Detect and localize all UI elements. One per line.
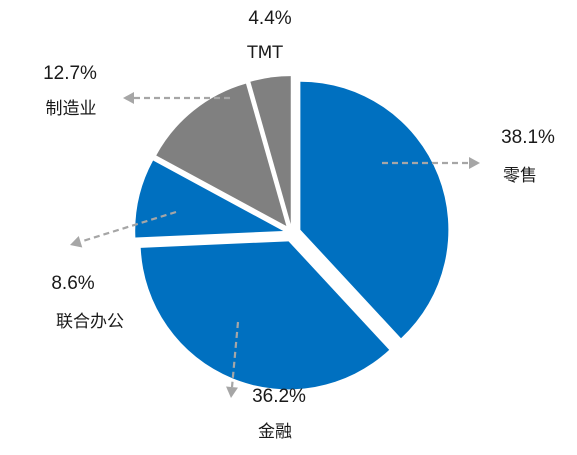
leader-arrow-1 (226, 386, 238, 398)
category-label-0: 零售 (503, 166, 537, 186)
leader-arrow-3 (123, 92, 134, 104)
category-label-4: TMT (246, 43, 283, 63)
leader-arrow-0 (469, 157, 480, 169)
category-label-1: 金融 (258, 422, 292, 442)
pie-slice-4 (250, 76, 291, 225)
value-label-0: 38.1% (501, 127, 555, 148)
pie-slice-2 (135, 160, 284, 238)
value-label-2: 8.6% (51, 273, 94, 294)
slices-layer (135, 76, 449, 390)
pie-slice-0 (300, 81, 449, 339)
leader-line-1 (230, 321, 240, 388)
leader-line-2 (80, 210, 177, 243)
pie-slice-3 (156, 83, 287, 226)
value-label-1: 36.2% (252, 386, 306, 407)
leader-arrow-2 (70, 236, 83, 248)
value-label-4: 4.4% (248, 8, 291, 29)
value-label-3: 12.7% (43, 63, 97, 84)
pie-slice-1 (140, 241, 390, 390)
leaders-layer (70, 92, 480, 398)
category-label-3: 制造业 (46, 99, 97, 119)
category-label-2: 联合办公 (56, 312, 124, 332)
labels-layer: 38.1% 零售 36.2% 金融 8.6% 联合办公 12.7% 制造业 4.4% TMT (43, 8, 555, 442)
